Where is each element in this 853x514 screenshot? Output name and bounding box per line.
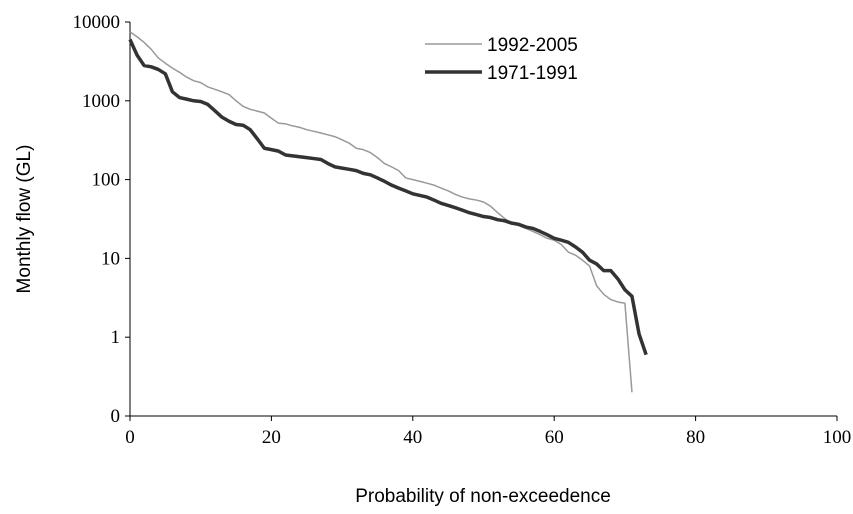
y-tick-label: 1 [111,327,121,348]
y-tick-label: 100 [92,170,121,191]
legend-label: 1992-2005 [487,35,578,56]
y-tick-label: 10 [101,248,120,269]
x-tick-label: 100 [823,427,852,448]
y-axis-label: Monthly flow (GL) [14,145,35,294]
x-axis-label: Probability of non-exceedence [355,486,611,507]
legend-label: 1971-1991 [487,63,578,84]
data-line [128,38,648,356]
x-tick-label: 60 [545,427,564,448]
y-tick-label: 1000 [82,91,120,112]
data-line [129,31,633,393]
x-tick-label: 20 [262,427,281,448]
y-tick-label: 0 [111,406,121,427]
x-tick-label: 0 [125,427,135,448]
y-tick-label: 10000 [73,12,121,33]
x-tick-label: 40 [403,427,422,448]
x-tick-label: 80 [686,427,705,448]
